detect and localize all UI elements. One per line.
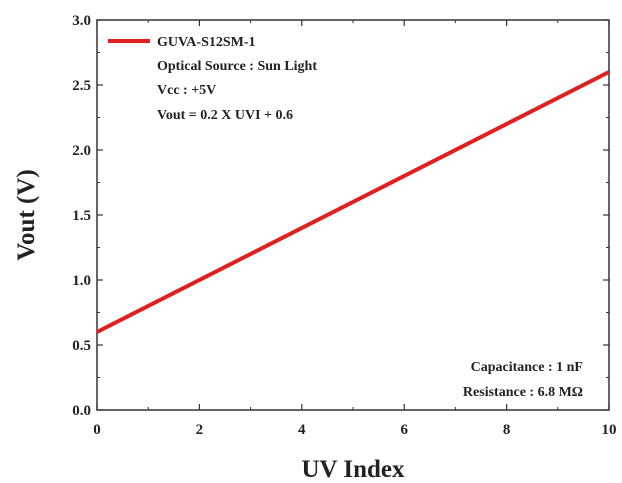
- annotation-vcc: Vcc : +5V: [157, 83, 216, 98]
- plot-frame: [96, 19, 610, 411]
- x-tick-label: 8: [503, 422, 511, 438]
- annotation-optical-source: Optical Source : Sun Light: [157, 59, 317, 74]
- y-tick-label: 2.0: [72, 143, 91, 159]
- y-axis-title: Vout (V): [13, 169, 40, 260]
- series-line: [96, 70, 610, 334]
- y-tick-label: 0.5: [72, 338, 91, 354]
- y-tick-label: 2.5: [72, 78, 91, 94]
- x-tick-label: 0: [93, 422, 101, 438]
- y-tick-label: 1.5: [72, 208, 91, 224]
- annotation-capacitance: Capacitance : 1 nF: [471, 360, 583, 375]
- x-tick-label: 6: [400, 422, 408, 438]
- annotation-resistance: Resistance : 6.8 MΩ: [463, 385, 583, 400]
- legend-label: GUVA-S12SM-1: [157, 35, 256, 50]
- x-tick-label: 4: [298, 422, 306, 438]
- y-tick-label: 3.0: [72, 13, 91, 29]
- x-tick-label: 2: [196, 422, 204, 438]
- x-axis-title: UV Index: [301, 456, 405, 483]
- annotation-equation: Vout = 0.2 X UVI + 0.6: [157, 108, 293, 123]
- y-tick-label: 0.0: [72, 403, 91, 419]
- y-tick-label: 1.0: [72, 273, 91, 289]
- x-tick-label: 10: [602, 422, 617, 438]
